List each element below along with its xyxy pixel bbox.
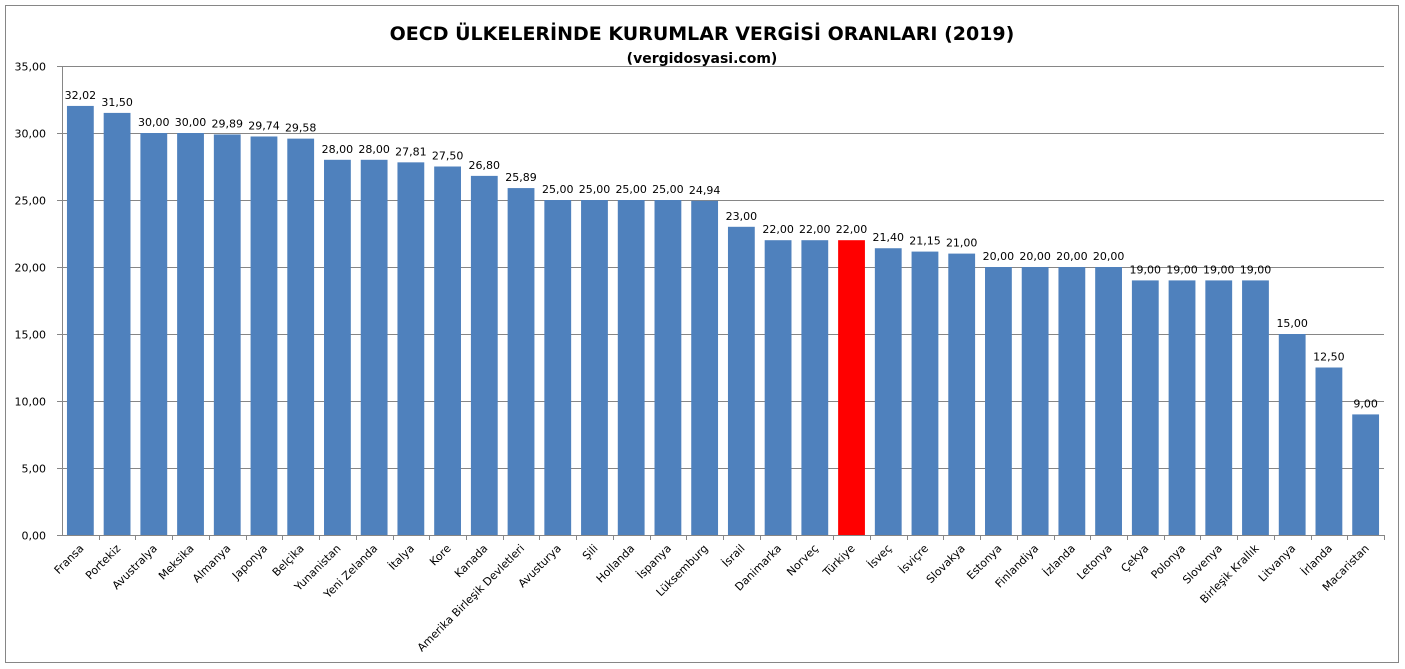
data-label: 29,74 — [248, 119, 280, 132]
y-tick-label: 5,00 — [22, 463, 47, 476]
bar-27 — [1058, 267, 1086, 535]
bar-3 — [177, 133, 204, 535]
bar-19 — [764, 240, 792, 535]
data-label: 27,50 — [432, 150, 464, 163]
data-label: 19,00 — [1240, 263, 1272, 276]
bar-30 — [1168, 280, 1196, 535]
bar-5 — [250, 136, 278, 535]
data-label: 25,00 — [652, 183, 684, 196]
chart-subtitle: (vergidosyasi.com) — [627, 51, 778, 67]
bar-15 — [617, 200, 645, 535]
bar-17 — [691, 200, 719, 535]
data-label: 21,15 — [909, 235, 941, 248]
bar-18 — [727, 226, 755, 536]
data-label: 19,00 — [1166, 263, 1198, 276]
bar-20 — [801, 240, 829, 535]
data-label: 31,50 — [101, 96, 133, 109]
bar-33 — [1278, 334, 1306, 535]
bar-11 — [470, 175, 498, 535]
bar-2 — [140, 133, 168, 535]
bar-25 — [985, 267, 1012, 535]
data-label: 21,00 — [946, 237, 978, 250]
data-label: 29,58 — [285, 122, 317, 135]
data-label: 29,89 — [212, 117, 244, 130]
data-label: 20,00 — [1056, 250, 1088, 263]
data-label: 20,00 — [1019, 250, 1051, 263]
data-label: 15,00 — [1276, 317, 1308, 330]
y-tick-label: 10,00 — [15, 396, 47, 409]
data-label: 22,00 — [762, 223, 794, 236]
bar-13 — [544, 200, 572, 535]
bar-16 — [654, 200, 682, 535]
data-label: 25,00 — [542, 183, 574, 196]
bar-9 — [397, 162, 425, 535]
data-label: 21,40 — [873, 231, 905, 244]
bar-4 — [213, 134, 241, 535]
data-label: 23,00 — [726, 210, 758, 223]
data-label: 22,00 — [836, 223, 868, 236]
bar-23 — [911, 251, 939, 535]
data-label: 19,00 — [1203, 263, 1235, 276]
data-label: 30,00 — [138, 116, 170, 129]
data-label: 28,00 — [322, 143, 354, 156]
data-label: 27,81 — [395, 145, 427, 158]
data-label: 24,94 — [689, 184, 721, 197]
y-tick-label: 0,00 — [22, 530, 47, 543]
bar-31 — [1205, 280, 1233, 535]
bar-1 — [103, 112, 131, 536]
bar-14 — [581, 200, 608, 535]
bar-26 — [1021, 267, 1049, 535]
data-label: 32,02 — [65, 89, 97, 102]
bar-35 — [1352, 414, 1380, 535]
bar-8 — [360, 159, 388, 536]
bar-7 — [324, 159, 351, 536]
bar-21 — [838, 240, 865, 535]
bar-29 — [1131, 280, 1159, 535]
y-tick-label: 25,00 — [15, 195, 47, 208]
bar-12 — [507, 188, 535, 535]
chart-title: OECD ÜLKELERİNDE KURUMLAR VERGİSİ ORANLA… — [390, 21, 1015, 45]
data-label: 25,00 — [615, 183, 647, 196]
data-label: 12,50 — [1313, 351, 1345, 364]
bar-28 — [1095, 267, 1122, 535]
bar-32 — [1242, 280, 1269, 535]
bar-24 — [948, 253, 976, 535]
y-tick-label: 20,00 — [15, 262, 47, 275]
data-label: 9,00 — [1353, 397, 1378, 410]
data-label: 20,00 — [983, 250, 1015, 263]
data-label: 25,89 — [505, 171, 537, 184]
data-label: 25,00 — [579, 183, 611, 196]
y-tick-label: 35,00 — [15, 61, 47, 74]
bar-10 — [434, 166, 461, 535]
data-label: 28,00 — [358, 143, 390, 156]
bar-22 — [874, 248, 902, 536]
y-tick-label: 15,00 — [15, 329, 47, 342]
data-label: 20,00 — [1093, 250, 1125, 263]
data-label: 19,00 — [1130, 263, 1162, 276]
y-tick-label: 30,00 — [15, 128, 47, 141]
bar-6 — [287, 138, 315, 536]
data-label: 30,00 — [175, 116, 207, 129]
data-label: 22,00 — [799, 223, 831, 236]
bar-34 — [1315, 367, 1343, 535]
bar-0 — [66, 105, 94, 535]
data-label: 26,80 — [469, 159, 501, 172]
